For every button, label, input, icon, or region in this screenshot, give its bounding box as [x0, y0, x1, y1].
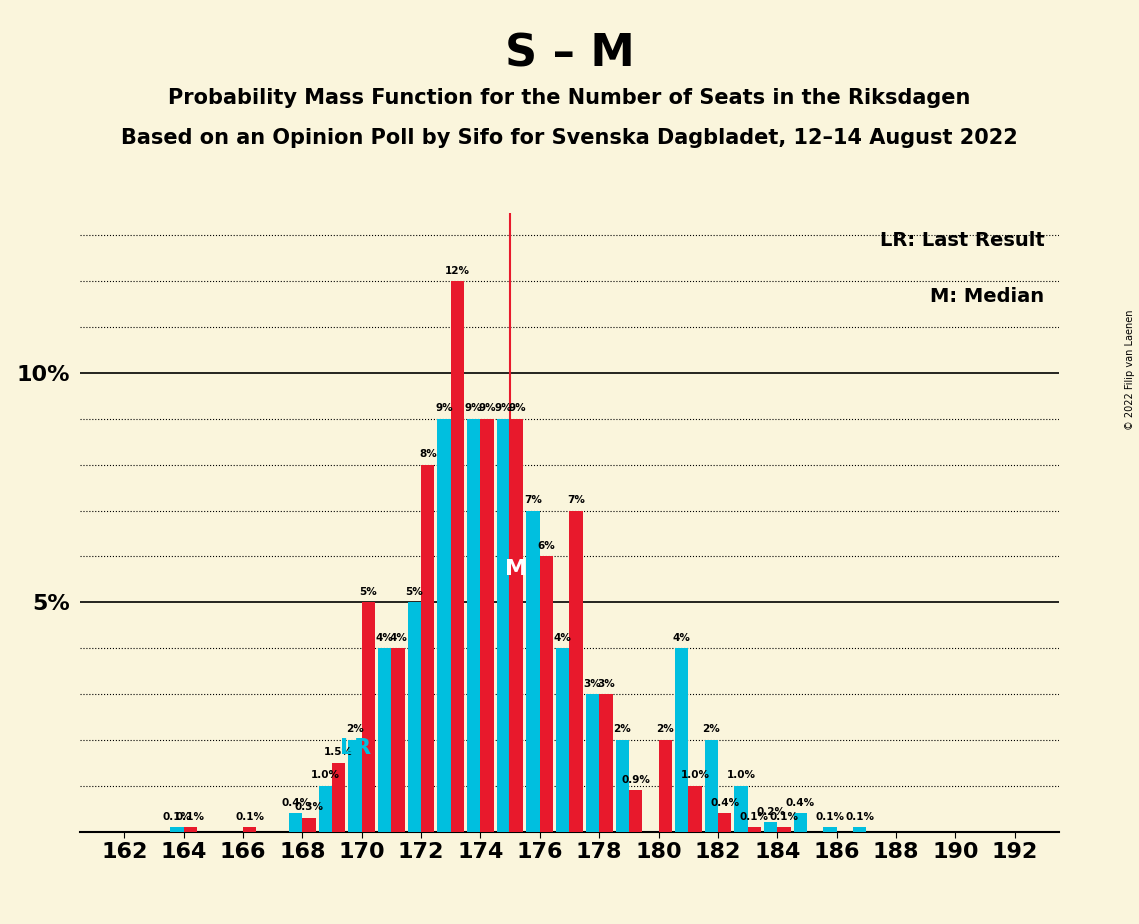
Text: S – M: S – M: [505, 32, 634, 76]
Bar: [556, 648, 570, 832]
Bar: [675, 648, 688, 832]
Text: 0.9%: 0.9%: [621, 775, 650, 784]
Bar: [421, 465, 434, 832]
Text: 5%: 5%: [360, 587, 377, 597]
Text: 0.1%: 0.1%: [845, 811, 874, 821]
Bar: [481, 419, 494, 832]
Bar: [289, 813, 302, 832]
Bar: [349, 740, 362, 832]
Text: 4%: 4%: [673, 633, 690, 643]
Text: 0.1%: 0.1%: [816, 811, 844, 821]
Bar: [735, 785, 747, 832]
Text: 0.4%: 0.4%: [281, 797, 310, 808]
Text: 1.0%: 1.0%: [727, 771, 755, 780]
Text: 0.3%: 0.3%: [295, 802, 323, 812]
Text: 8%: 8%: [419, 449, 436, 459]
Bar: [599, 694, 613, 832]
Text: 1.5%: 1.5%: [325, 748, 353, 758]
Bar: [615, 740, 629, 832]
Text: 0.1%: 0.1%: [739, 811, 769, 821]
Text: LR: Last Result: LR: Last Result: [879, 231, 1044, 250]
Text: 9%: 9%: [435, 404, 453, 413]
Text: 0.1%: 0.1%: [175, 811, 205, 821]
Text: 9%: 9%: [494, 404, 513, 413]
Text: M: M: [505, 559, 527, 579]
Bar: [319, 785, 333, 832]
Text: 2%: 2%: [613, 724, 631, 735]
Text: 1.0%: 1.0%: [680, 771, 710, 780]
Text: 2%: 2%: [656, 724, 674, 735]
Bar: [764, 822, 777, 832]
Bar: [705, 740, 718, 832]
Bar: [777, 827, 790, 832]
Bar: [170, 827, 183, 832]
Bar: [629, 790, 642, 832]
Text: 4%: 4%: [376, 633, 394, 643]
Text: 2%: 2%: [346, 724, 364, 735]
Bar: [570, 511, 583, 832]
Text: 0.1%: 0.1%: [770, 811, 798, 821]
Text: Based on an Opinion Poll by Sifo for Svenska Dagbladet, 12–14 August 2022: Based on an Opinion Poll by Sifo for Sve…: [121, 128, 1018, 148]
Bar: [658, 740, 672, 832]
Bar: [585, 694, 599, 832]
Text: 9%: 9%: [465, 404, 483, 413]
Text: 6%: 6%: [538, 541, 556, 551]
Text: 2%: 2%: [703, 724, 720, 735]
Text: 4%: 4%: [554, 633, 572, 643]
Bar: [333, 763, 345, 832]
Text: 9%: 9%: [508, 404, 525, 413]
Text: 3%: 3%: [597, 678, 615, 688]
Text: 12%: 12%: [445, 266, 470, 275]
Bar: [794, 813, 806, 832]
Text: © 2022 Filip van Laenen: © 2022 Filip van Laenen: [1125, 310, 1134, 430]
Bar: [853, 827, 867, 832]
Bar: [243, 827, 256, 832]
Bar: [437, 419, 451, 832]
Text: 0.1%: 0.1%: [235, 811, 264, 821]
Text: Probability Mass Function for the Number of Seats in the Riksdagen: Probability Mass Function for the Number…: [169, 88, 970, 108]
Text: 7%: 7%: [567, 495, 585, 505]
Bar: [510, 419, 524, 832]
Bar: [408, 602, 421, 832]
Bar: [718, 813, 731, 832]
Text: 9%: 9%: [478, 404, 495, 413]
Bar: [747, 827, 761, 832]
Bar: [183, 827, 197, 832]
Text: 4%: 4%: [390, 633, 407, 643]
Bar: [497, 419, 510, 832]
Bar: [302, 818, 316, 832]
Text: 3%: 3%: [583, 678, 601, 688]
Text: 0.4%: 0.4%: [710, 797, 739, 808]
Text: 0.1%: 0.1%: [163, 811, 191, 821]
Text: M: Median: M: Median: [931, 286, 1044, 306]
Text: 0.2%: 0.2%: [756, 807, 785, 817]
Text: 5%: 5%: [405, 587, 424, 597]
Bar: [451, 281, 464, 832]
Bar: [526, 511, 540, 832]
Bar: [392, 648, 404, 832]
Text: LR: LR: [341, 738, 371, 759]
Bar: [823, 827, 837, 832]
Bar: [378, 648, 392, 832]
Bar: [688, 785, 702, 832]
Text: 7%: 7%: [524, 495, 542, 505]
Bar: [540, 556, 554, 832]
Bar: [362, 602, 375, 832]
Text: 0.4%: 0.4%: [786, 797, 814, 808]
Bar: [467, 419, 481, 832]
Text: 1.0%: 1.0%: [311, 771, 339, 780]
